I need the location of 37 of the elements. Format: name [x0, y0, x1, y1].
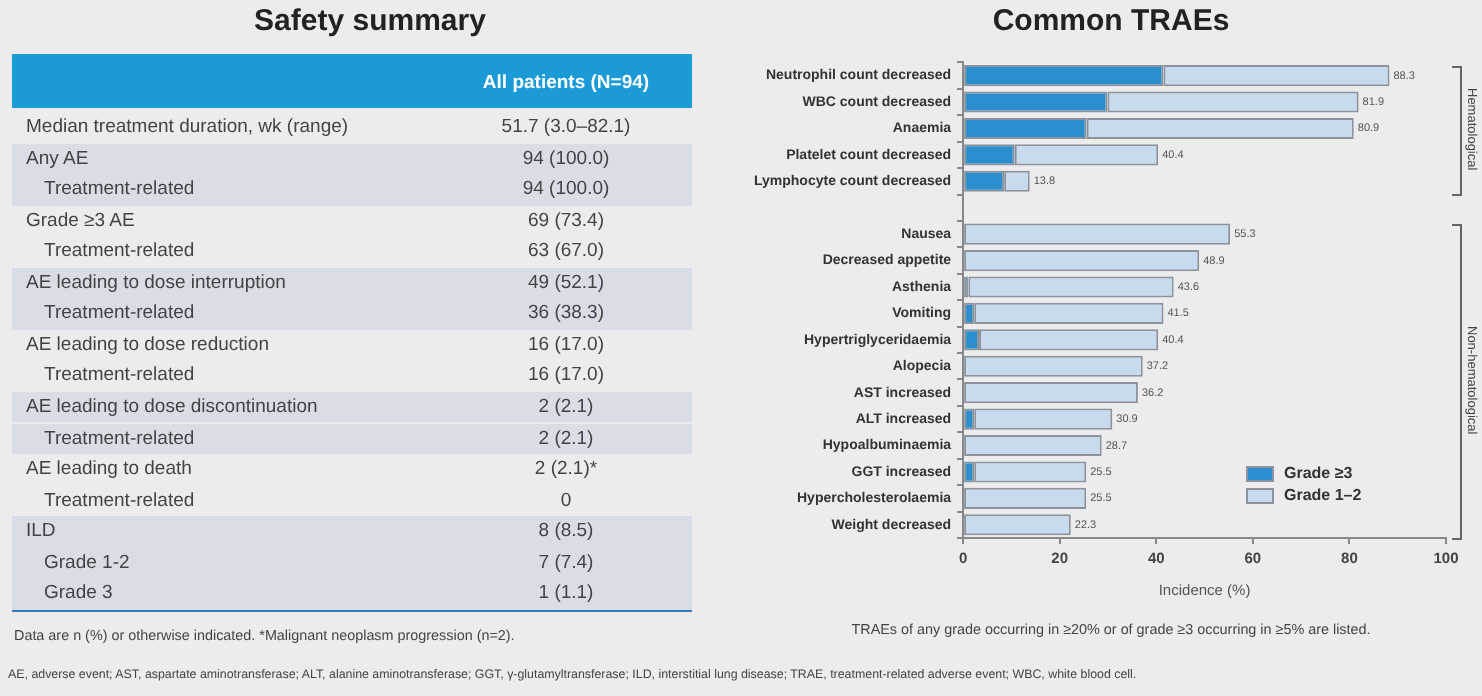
text: 7 (7.4)	[538, 551, 594, 574]
text: 2 (2.1)	[538, 395, 594, 418]
category-label: Any AE	[26, 145, 89, 174]
category-label: AE leading to dose discontinuation	[26, 393, 318, 422]
category-label: Treatment-related	[44, 362, 195, 391]
category-label: Grade 1-2	[44, 549, 130, 578]
category-label: Treatment-related	[44, 176, 195, 205]
category-label: ILD	[26, 518, 56, 547]
category-label: AE leading to dose interruption	[26, 269, 286, 298]
text: 63 (67.0)	[527, 240, 605, 263]
chart-title: Common TRAEs	[990, 4, 1232, 38]
text: Safety summary	[252, 4, 488, 38]
category-label: Grade ≥3 AE	[26, 207, 135, 236]
text: 51.7 (3.0–82.1)	[501, 116, 631, 138]
text: 0	[560, 489, 572, 512]
text: 2 (2.1)*	[534, 458, 598, 481]
text: All patients (N=94)	[480, 72, 652, 94]
category-label: Treatment-related	[44, 238, 195, 267]
category-label: AE leading to death	[26, 456, 192, 485]
text: 69 (73.4)	[527, 209, 605, 232]
legend-label: Grade 1–2	[1284, 486, 1362, 504]
text: 1 (1.1)	[538, 582, 594, 605]
category-label: Treatment-related	[44, 487, 195, 516]
category-label: Grade 3	[44, 580, 113, 609]
category-label: AE leading to dose reduction	[26, 331, 269, 360]
text: 94 (100.0)	[522, 178, 610, 201]
text: 36 (38.3)	[527, 302, 605, 325]
legend-label: Grade ≥3	[1284, 464, 1353, 482]
text: 8 (8.5)	[538, 520, 594, 543]
text: 16 (17.0)	[527, 364, 605, 387]
text: 2 (2.1)	[538, 427, 594, 449]
category-label: Treatment-related	[44, 300, 195, 329]
category-label: Treatment-related	[44, 425, 195, 453]
text: 94 (100.0)	[522, 147, 610, 170]
text: 16 (17.0)	[527, 333, 605, 356]
category-label: Median treatment duration, wk (range)	[26, 114, 349, 142]
text: 49 (52.1)	[527, 271, 605, 294]
